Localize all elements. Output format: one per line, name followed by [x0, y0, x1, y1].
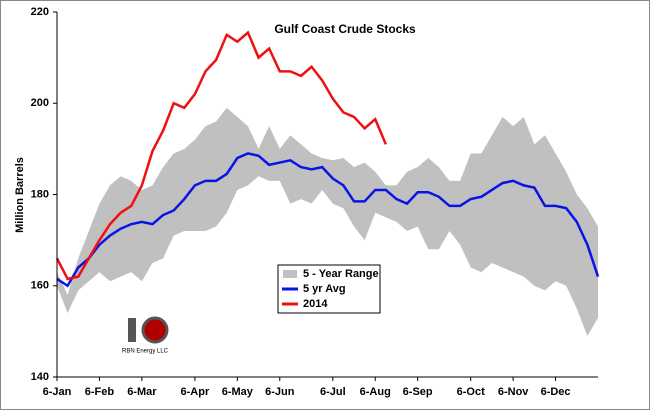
- y-tick-label: 180: [31, 188, 49, 200]
- x-tick-label: 6-Mar: [127, 386, 157, 398]
- y-tick-label: 140: [31, 371, 49, 383]
- x-tick-label: 6-May: [222, 386, 254, 398]
- logo-text: RBN Energy LLC: [122, 349, 169, 355]
- range-band: [57, 107, 598, 336]
- y-tick-label: 160: [31, 280, 49, 292]
- x-tick-label: 6-Aug: [360, 386, 391, 398]
- y-tick-label: 200: [31, 97, 49, 109]
- x-tick-label: 6-Nov: [498, 386, 529, 398]
- legend-label: 5 - Year Range: [303, 268, 379, 280]
- x-tick-label: 6-Oct: [457, 386, 485, 398]
- logo: RBN Energy LLC: [122, 316, 169, 355]
- x-tick-label: 6-Dec: [541, 386, 571, 398]
- legend-label: 5 yr Avg: [303, 283, 346, 295]
- series-line: [56, 152, 600, 288]
- x-tick-label: 6-Sep: [403, 386, 433, 398]
- y-axis-label: Million Barrels: [14, 157, 26, 233]
- x-tick-label: 6-Feb: [85, 386, 115, 398]
- y-tick-label: 220: [31, 6, 49, 18]
- legend: 5 - Year Range 5 yr Avg 2014: [277, 264, 381, 314]
- chart-title: Gulf Coast Crude Stocks: [274, 22, 416, 36]
- legend-label: 2014: [303, 298, 328, 310]
- legend-swatch: [283, 270, 297, 278]
- logo-mark: [128, 318, 136, 342]
- x-tick-label: 6-Jul: [320, 386, 346, 398]
- series-line: [55, 30, 387, 281]
- x-tick-label: 6-Jan: [43, 386, 72, 398]
- x-tick-label: 6-Apr: [181, 386, 210, 398]
- logo-mark: [141, 316, 169, 344]
- x-tick-label: 6-Jun: [265, 386, 295, 398]
